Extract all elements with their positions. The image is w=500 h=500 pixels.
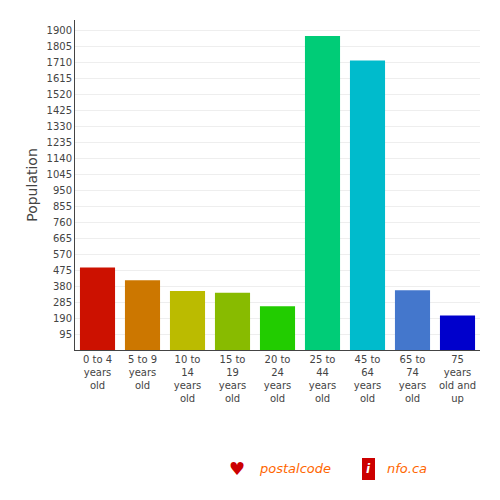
- svg-text:postalcode: postalcode: [259, 461, 331, 476]
- svg-text:20 to24yearsold: 20 to24yearsold: [264, 354, 292, 404]
- svg-text:1330: 1330: [47, 121, 72, 132]
- svg-text:950: 950: [53, 185, 72, 196]
- svg-text:25 to44yearsold: 25 to44yearsold: [309, 354, 337, 404]
- svg-text:i: i: [366, 462, 371, 476]
- svg-text:Population: Population: [24, 148, 40, 222]
- svg-text:190: 190: [53, 313, 72, 324]
- svg-text:95: 95: [59, 329, 72, 340]
- svg-text:380: 380: [53, 281, 72, 292]
- svg-text:nfo.ca: nfo.ca: [387, 461, 427, 476]
- svg-text:1140: 1140: [47, 153, 72, 164]
- svg-text:5 to 9yearsold: 5 to 9yearsold: [128, 354, 157, 391]
- svg-text:1615: 1615: [47, 73, 72, 84]
- svg-text:75yearsold andup: 75yearsold andup: [439, 354, 476, 404]
- svg-text:10 to14yearsold: 10 to14yearsold: [174, 354, 202, 404]
- svg-text:1710: 1710: [47, 57, 72, 68]
- svg-text:1805: 1805: [47, 41, 72, 52]
- svg-text:1235: 1235: [47, 137, 72, 148]
- svg-text:1900: 1900: [47, 25, 72, 36]
- svg-text:760: 760: [53, 217, 72, 228]
- svg-text:45 to64yearsold: 45 to64yearsold: [354, 354, 382, 404]
- svg-text:♥: ♥: [229, 458, 245, 479]
- svg-text:65 to74yearsold: 65 to74yearsold: [399, 354, 427, 404]
- svg-text:1425: 1425: [47, 105, 72, 116]
- svg-text:475: 475: [53, 265, 72, 276]
- svg-text:570: 570: [53, 249, 72, 260]
- svg-text:855: 855: [53, 201, 72, 212]
- svg-text:665: 665: [53, 233, 72, 244]
- svg-text:0 to 4yearsold: 0 to 4yearsold: [83, 354, 112, 391]
- svg-text:285: 285: [53, 297, 72, 308]
- svg-text:1045: 1045: [47, 169, 72, 180]
- svg-text:15 to19yearsold: 15 to19yearsold: [219, 354, 247, 404]
- svg-text:1520: 1520: [47, 89, 72, 100]
